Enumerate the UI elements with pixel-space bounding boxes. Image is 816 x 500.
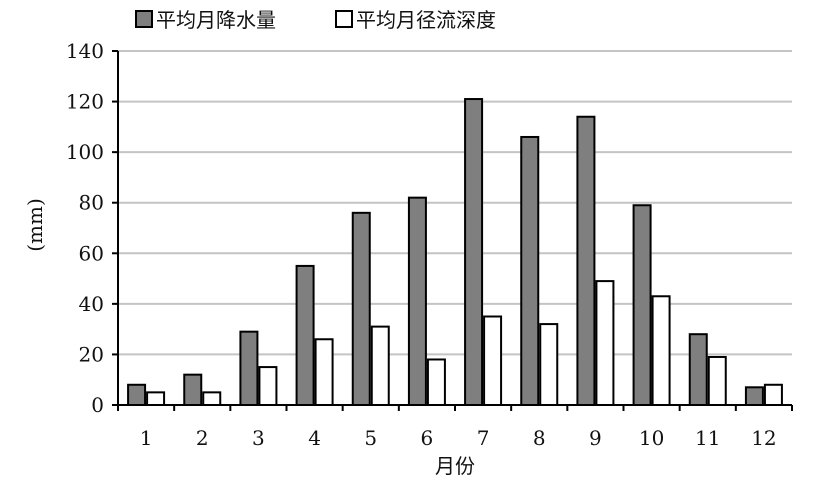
x-tick-label: 1 [140,426,153,450]
bar-runoff-11 [707,355,727,407]
bar-precipitation-10 [632,204,652,406]
bar-precipitation-6 [407,196,427,406]
y-axis-title: (mm) [23,198,47,252]
bar-precipitation-2 [183,373,203,406]
x-tick-label: 5 [364,426,377,450]
legend-swatch-runoff [335,10,353,28]
y-tick-label: 20 [79,342,104,366]
x-tick-labels: 1 2 3 4 5 6 7 8 9 10 11 12 [140,426,777,450]
x-tick-label: 11 [695,426,720,450]
bar-runoff-2 [202,391,222,407]
y-tick-label: 0 [91,393,104,417]
x-tick-label: 2 [196,426,209,450]
y-tick-label: 40 [79,292,104,316]
bar-precipitation-1 [127,383,147,406]
x-axis-title: 月份 [435,454,475,478]
bar-precipitation-11 [688,333,708,407]
axes [112,50,793,411]
bar-runoff-10 [651,295,671,406]
bar-precipitation-7 [464,98,484,407]
bar-runoff-5 [370,325,390,406]
bar-runoff-8 [539,323,559,407]
bar-precipitation-3 [239,330,259,406]
y-tick-label: 120 [66,90,104,114]
legend-label-runoff: 平均月径流深度 [356,8,496,32]
bar-runoff-12 [763,383,783,406]
gridlines [118,50,792,356]
bars [127,98,783,407]
x-tick-label: 10 [639,426,664,450]
y-tick-label: 140 [66,39,104,63]
y-tick-label: 60 [79,241,104,265]
bar-precipitation-9 [576,115,596,406]
bar-precipitation-8 [520,135,540,406]
x-tick-label: 8 [533,426,546,450]
bar-precipitation-4 [295,264,315,406]
legend-swatch-precipitation [135,10,153,28]
y-tick-label: 80 [79,191,104,215]
bar-runoff-7 [483,315,503,406]
legend: 平均月降水量 平均月径流深度 [135,8,496,32]
bar-runoff-1 [146,391,166,407]
x-tick-label: 4 [308,426,321,450]
bar-precipitation-5 [351,211,371,406]
x-tick-label: 12 [751,426,776,450]
x-tick-label: 7 [477,426,490,450]
x-tick-label: 6 [421,426,434,450]
x-tick-label: 3 [252,426,265,450]
bar-runoff-9 [595,280,615,407]
bar-runoff-3 [258,366,278,407]
legend-label-precipitation: 平均月降水量 [156,8,276,32]
y-tick-labels: 0 20 40 60 80 100 120 140 [66,39,104,417]
bar-precipitation-12 [744,386,764,406]
x-tick-label: 9 [589,426,602,450]
bar-runoff-6 [426,358,446,407]
y-tick-label: 100 [66,140,104,164]
bar-runoff-4 [314,338,334,406]
